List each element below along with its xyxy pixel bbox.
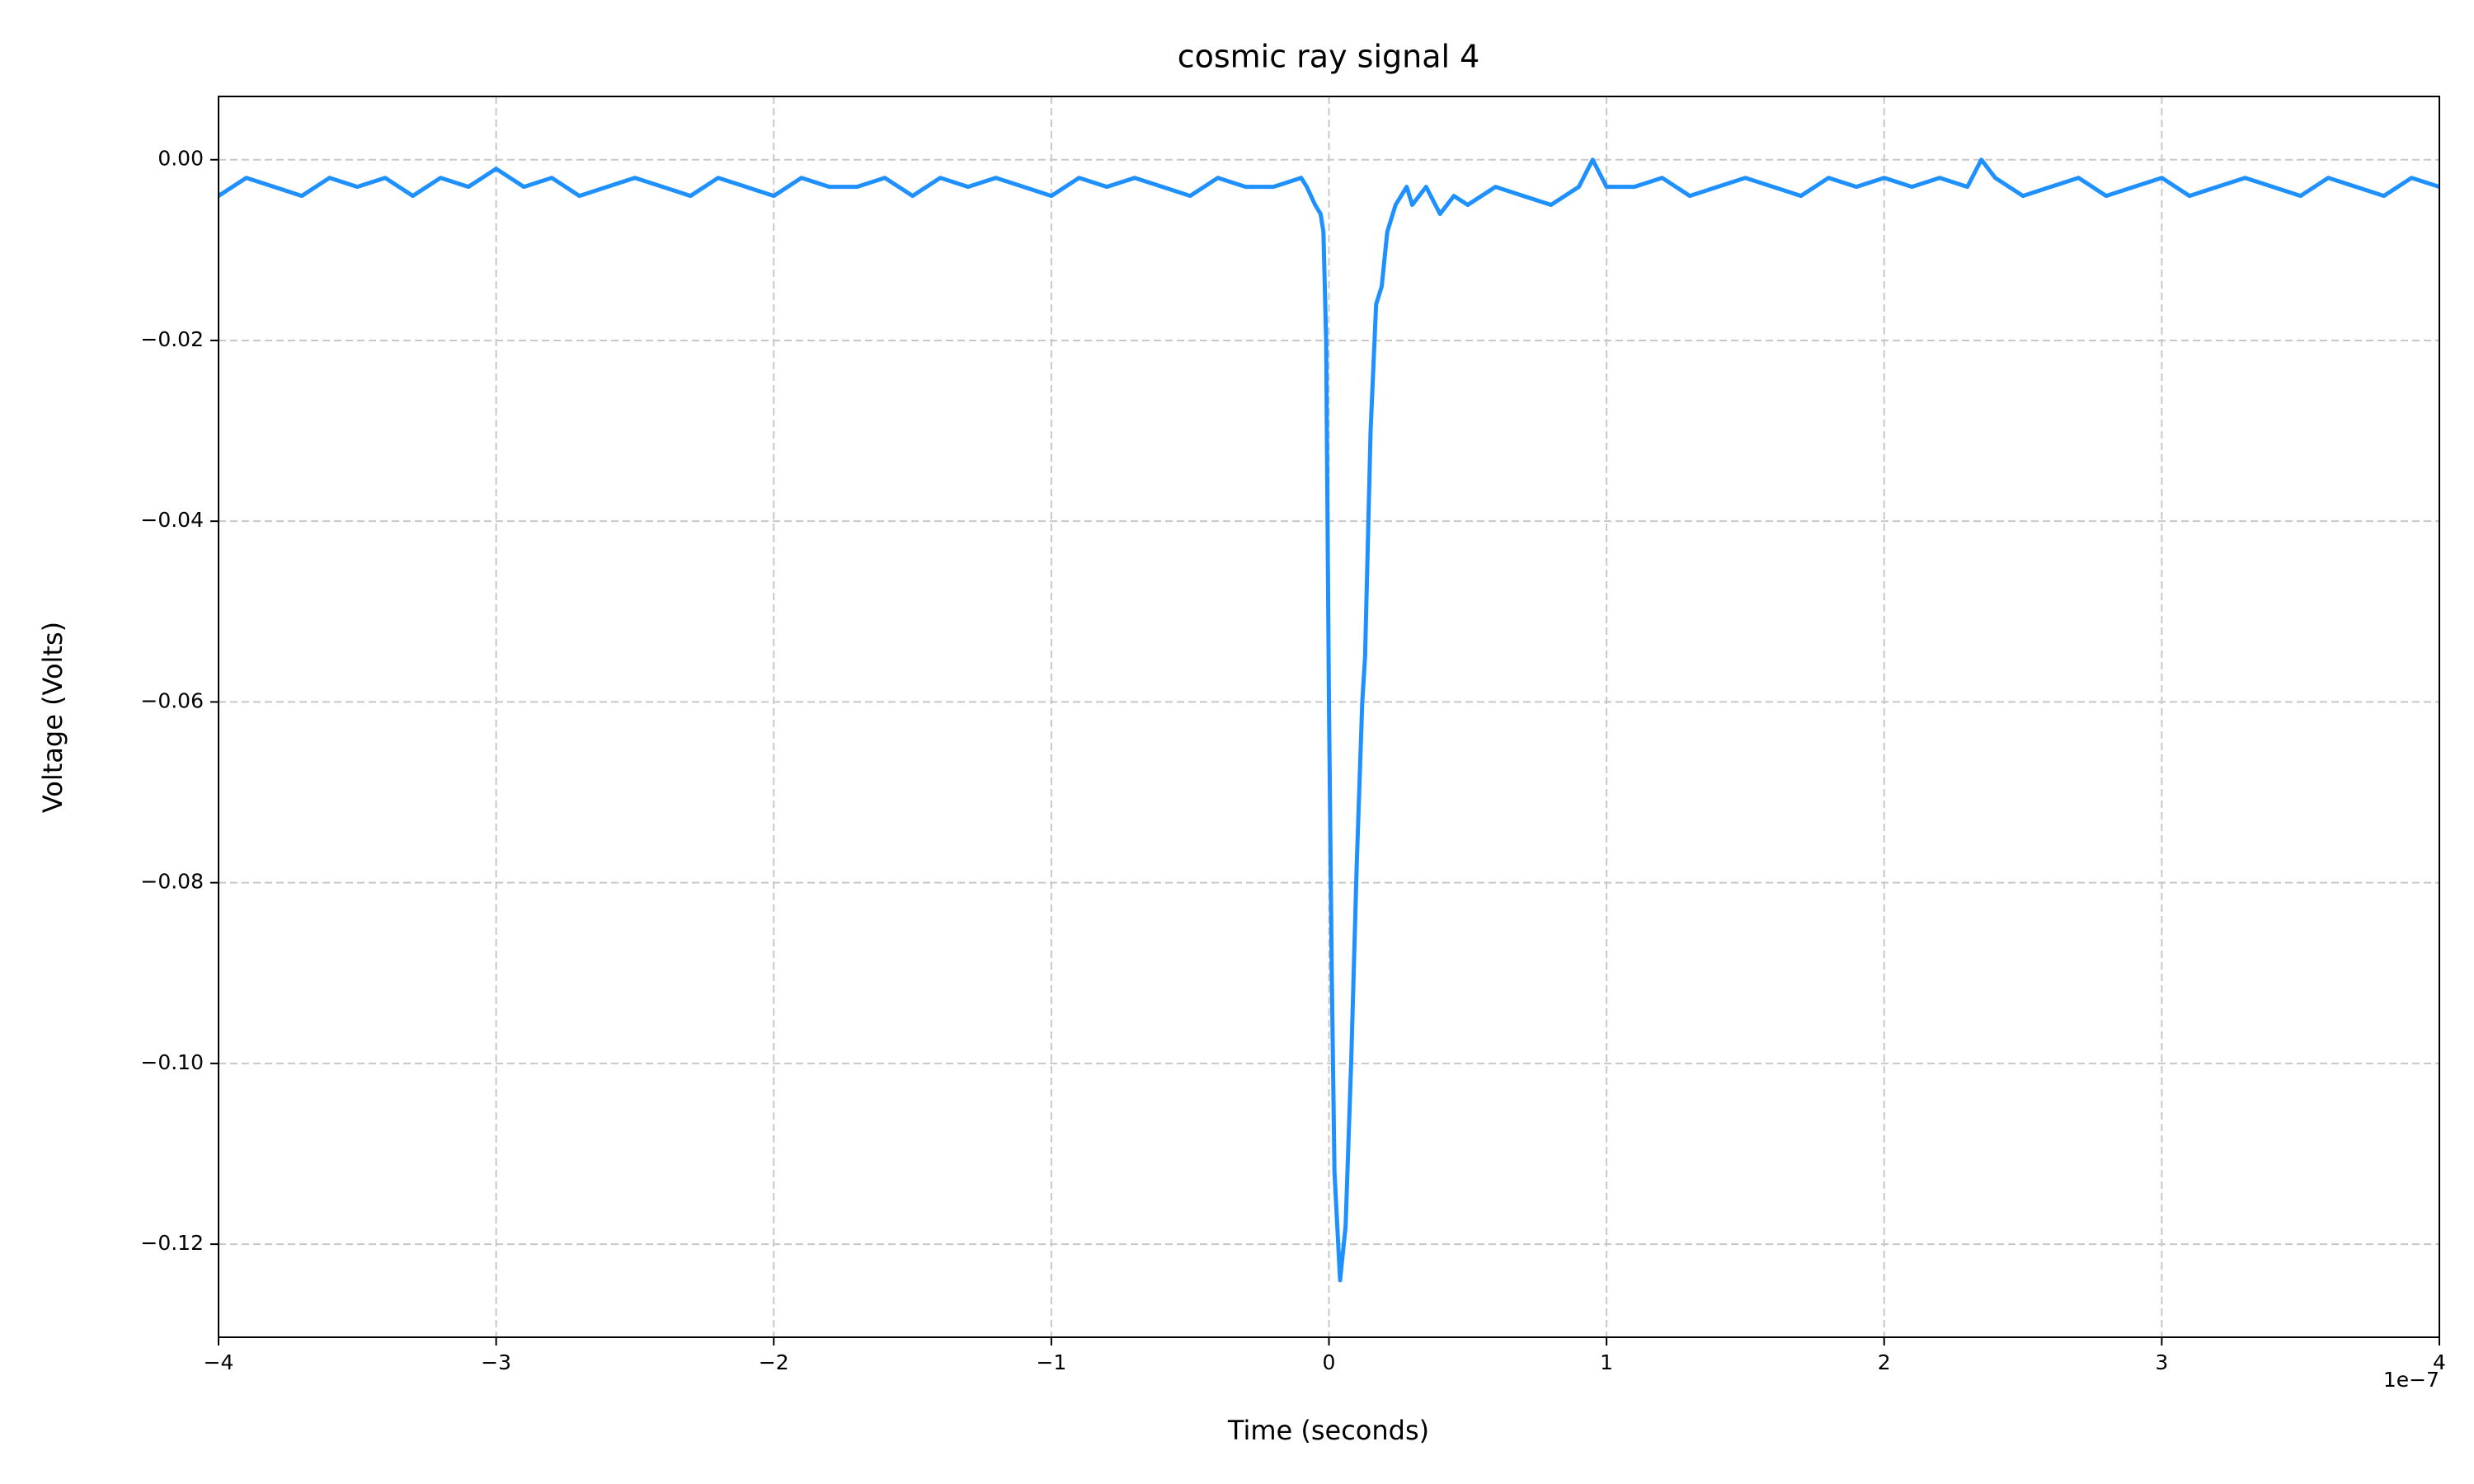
- x-tick-label: −1: [1036, 1350, 1066, 1374]
- y-tick-label: −0.08: [140, 870, 204, 894]
- x-tick-label: −2: [759, 1350, 789, 1374]
- x-tick-label: 0: [1323, 1350, 1336, 1374]
- y-tick-label: −0.04: [140, 508, 204, 532]
- x-tick-label: 2: [1878, 1350, 1891, 1374]
- x-offset-label: 1e−7: [2383, 1368, 2439, 1392]
- y-tick-label: −0.02: [140, 327, 204, 351]
- x-tick-label: −3: [481, 1350, 511, 1374]
- y-axis-label: Voltage (Volts): [37, 622, 68, 813]
- plot-frame: [218, 96, 2440, 1338]
- x-tick-label: 3: [2155, 1350, 2168, 1374]
- signal-line: [217, 157, 2440, 1283]
- y-tick-label: −0.10: [140, 1050, 204, 1074]
- x-axis-label: Time (seconds): [1227, 1415, 1429, 1446]
- x-tick-label: −4: [204, 1350, 234, 1374]
- x-tick-label: 4: [2433, 1350, 2446, 1374]
- y-tick-label: −0.12: [140, 1231, 204, 1255]
- chart-title: cosmic ray signal 4: [1178, 39, 1480, 75]
- x-tick-label: 1: [1600, 1350, 1613, 1374]
- y-tick-label: −0.06: [140, 688, 204, 712]
- y-tick-label: 0.00: [158, 147, 204, 171]
